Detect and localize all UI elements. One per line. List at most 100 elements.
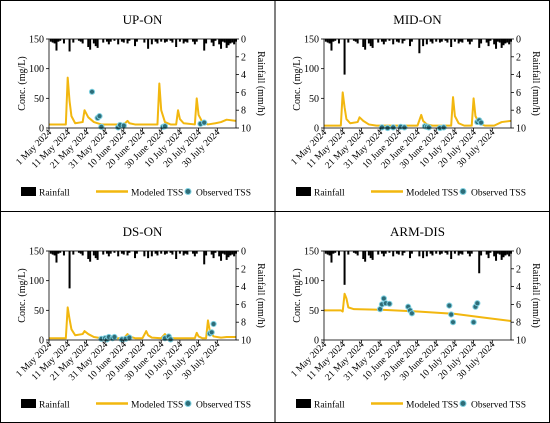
rainfall-bar — [380, 39, 383, 42]
rainfall-bar — [102, 39, 105, 43]
rainfall-bar — [203, 251, 206, 265]
rainfall-bar — [508, 39, 511, 45]
rainfall-bar — [135, 39, 138, 42]
observed-tss-point — [408, 310, 415, 317]
rainfall-bar — [126, 39, 129, 44]
y2-tick-label: 10 — [516, 336, 526, 347]
rainfall-bar — [425, 39, 428, 45]
rainfall-bar — [221, 39, 224, 42]
rainfall-bar — [450, 251, 453, 260]
y2-tick-label: 8 — [241, 106, 246, 117]
y-tick-label: 0 — [314, 124, 319, 135]
rainfall-bar — [487, 39, 490, 47]
y-tick-label: 50 — [309, 94, 319, 105]
observed-tss-point — [401, 124, 408, 131]
rainfall-bar — [184, 251, 187, 254]
rainfall-bar — [184, 39, 187, 42]
rainfall-bar — [81, 251, 84, 256]
observed-tss-point — [167, 336, 174, 343]
y2-tick-label: 10 — [516, 124, 526, 135]
rainfall-bar — [229, 251, 232, 256]
rainfall-bar — [233, 251, 236, 257]
y2-tick-label: 4 — [516, 282, 521, 293]
y-tick-label: 150 — [29, 247, 44, 258]
rainfall-bar — [506, 39, 509, 43]
rainfall-bar — [347, 251, 350, 255]
rainfall-bar — [461, 251, 464, 255]
observed-tss-point — [425, 124, 432, 131]
rainfall-bar — [89, 39, 92, 50]
legend-label-modeled: Modeled TSS — [131, 401, 183, 411]
rainfall-bar — [382, 251, 385, 257]
rainfall-bar — [343, 251, 346, 285]
observed-tss-point — [88, 88, 96, 95]
rainfall-bar — [332, 251, 335, 254]
observed-tss-point — [161, 123, 169, 130]
rainfall-bar — [489, 39, 492, 41]
rainfall-bar — [422, 39, 425, 47]
rainfall-bar — [498, 251, 501, 255]
rainfall-bar — [410, 39, 413, 42]
rainfall-bar — [478, 39, 481, 48]
y-tick-label: 50 — [309, 306, 319, 317]
y2-tick-label: 8 — [516, 106, 521, 117]
y2-tick-label: 8 — [516, 318, 521, 329]
rainfall-bar — [210, 39, 213, 43]
rainfall-bar — [122, 251, 125, 255]
rainfall-bar — [410, 251, 413, 254]
rainfall-bar — [92, 39, 95, 44]
rainfall-bar — [205, 251, 208, 256]
legend-swatch-observed — [184, 400, 192, 407]
y2-tick-label: 6 — [241, 88, 246, 99]
rainfall-bar — [117, 39, 120, 45]
legend-label-observed: Observed TSS — [196, 401, 251, 411]
rainfall-bar — [122, 39, 125, 43]
rainfall-bar — [182, 251, 185, 256]
legend-label-rainfall: Rainfall — [39, 188, 70, 199]
rainfall-bar — [369, 39, 372, 47]
rainfall-bar — [186, 251, 189, 255]
rainfall-bar — [105, 251, 108, 254]
legend-label-rainfall: Rainfall — [39, 400, 70, 411]
legend-swatch-rainfall — [21, 399, 36, 408]
rainfall-bars — [49, 39, 237, 52]
rainfall-bar — [77, 251, 80, 253]
observed-tss-point — [386, 300, 393, 307]
rainfall-bar — [171, 251, 174, 255]
rainfall-bar — [347, 39, 350, 43]
rainfall-bar — [225, 251, 228, 260]
observed-tss-point — [440, 124, 447, 131]
y2-tick-label: 2 — [516, 52, 521, 63]
rainfall-bar — [493, 251, 496, 257]
rainfall-bar — [334, 251, 337, 253]
legend-swatch-observed — [459, 188, 467, 195]
rainfall-bar — [214, 251, 217, 253]
rainfall-bar — [504, 251, 507, 256]
rainfall-bar — [500, 39, 503, 48]
rainfall-bar — [214, 39, 217, 41]
observed-tss-point — [449, 319, 457, 326]
rainfall-bar — [57, 251, 60, 254]
rainfall-bar — [87, 39, 90, 48]
rainfall-bar — [500, 251, 503, 260]
y-tick-label: 50 — [34, 306, 44, 317]
y2-tick-label: 10 — [241, 336, 251, 347]
rainfall-bar — [109, 251, 112, 254]
rainfall-bar — [182, 39, 185, 44]
y-tick-label: 150 — [304, 247, 319, 258]
y2-tick-label: 0 — [516, 35, 521, 46]
rainfall-bar — [440, 251, 443, 254]
rainfall-bar — [438, 251, 441, 255]
rainfall-bar — [128, 251, 131, 253]
rainfall-bar — [459, 251, 462, 254]
rainfall-bar — [160, 39, 163, 42]
chart-title: DS-ON — [123, 224, 163, 239]
rainfall-bar — [107, 39, 110, 45]
rainfall-bar — [62, 39, 65, 44]
rainfall-bar — [120, 251, 123, 254]
chart-title: UP-ON — [123, 12, 163, 27]
rainfall-bar — [502, 39, 505, 46]
observed-tss-point — [474, 300, 481, 307]
legend-label-modeled: Modeled TSS — [131, 189, 183, 199]
rainfall-bar — [397, 39, 400, 43]
